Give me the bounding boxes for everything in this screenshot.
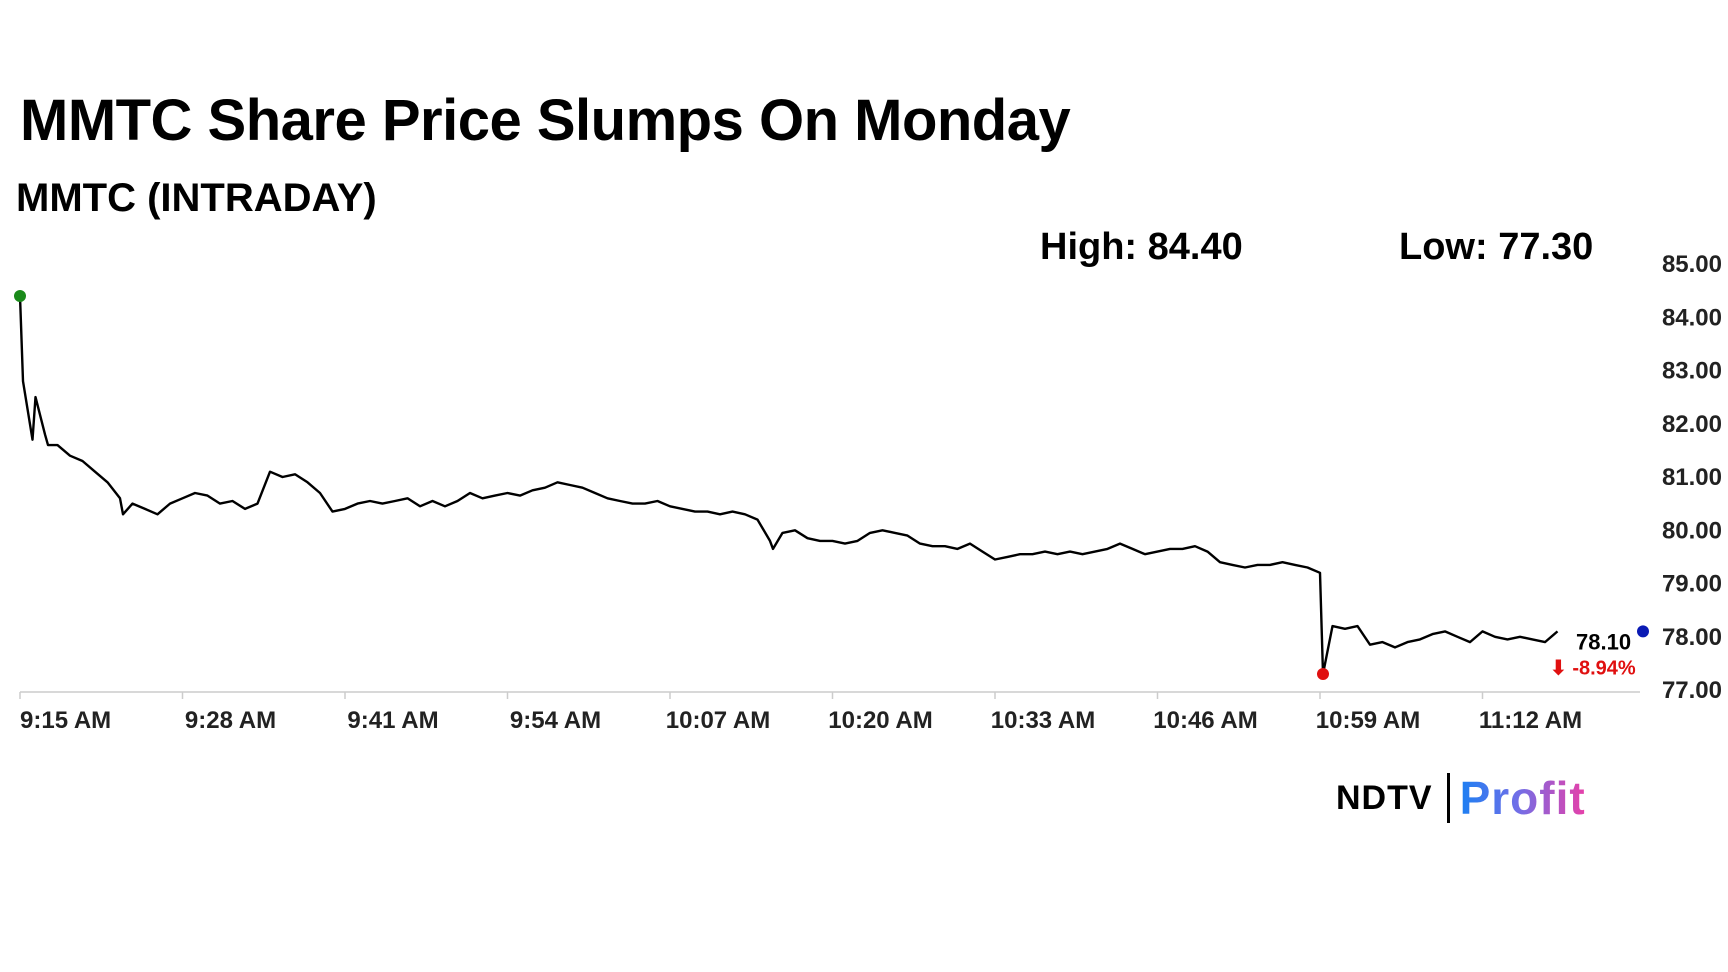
- last-price-marker: [1637, 625, 1649, 638]
- x-tick-label: 10:20 AM: [828, 707, 932, 734]
- y-tick-label: 83.00: [1662, 358, 1722, 385]
- x-tick-label: 9:15 AM: [20, 707, 111, 734]
- last-price-label: 78.10: [1576, 629, 1631, 654]
- page-title: MMTC Share Price Slumps On Monday: [20, 88, 1071, 153]
- chart-subtitle: MMTC (INTRADAY): [16, 176, 377, 220]
- x-tick-label: 10:59 AM: [1316, 707, 1420, 734]
- x-tick-label: 9:28 AM: [185, 707, 276, 734]
- y-tick-label: 79.00: [1662, 571, 1722, 598]
- ndtv-profit-logo: NDTV Profit: [1336, 772, 1586, 824]
- day-low-label: Low: 77.30: [1399, 226, 1594, 268]
- logo-divider: [1446, 773, 1450, 823]
- y-tick-label: 85.00: [1662, 251, 1722, 278]
- y-tick-label: 84.00: [1662, 304, 1722, 331]
- day-low-marker: [1317, 668, 1329, 681]
- y-tick-label: 80.00: [1662, 517, 1722, 544]
- x-tick-label: 11:12 AM: [1479, 707, 1582, 734]
- open-price-marker: [14, 289, 26, 302]
- y-tick-label: 81.00: [1662, 464, 1722, 491]
- x-tick-label: 9:54 AM: [510, 707, 601, 734]
- x-tick-label: 9:41 AM: [347, 707, 438, 734]
- x-axis: 9:15 AM 9:28 AM 9:41 AM 9:54 AM 10:07 AM 10:2…: [19, 692, 1582, 734]
- percent-change-label: ⬇ -8.94%: [1550, 657, 1636, 679]
- y-tick-label: 77.00: [1662, 677, 1722, 704]
- logo-profit-text: Profit: [1459, 772, 1586, 824]
- day-high-label: High: 84.40: [1040, 226, 1243, 268]
- y-axis: 85.00 84.00 83.00 82.00 81.00 80.00 79.00 78.00…: [1662, 251, 1722, 704]
- x-tick-label: 10:07 AM: [666, 707, 770, 734]
- price-series-line: [18, 295, 1559, 676]
- y-tick-label: 82.00: [1662, 411, 1722, 438]
- y-tick-label: 78.00: [1662, 624, 1722, 651]
- logo-ndtv-text: NDTV: [1336, 778, 1433, 817]
- x-tick-label: 10:46 AM: [1153, 707, 1257, 734]
- x-tick-label: 10:33 AM: [991, 707, 1095, 734]
